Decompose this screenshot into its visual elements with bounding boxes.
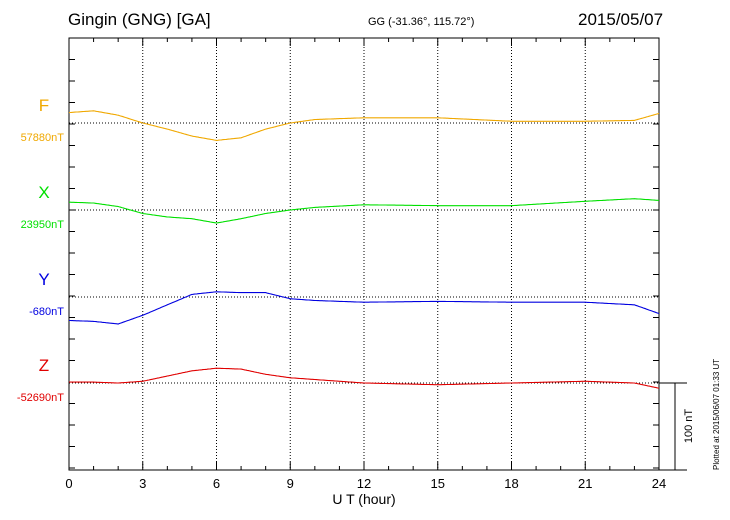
baseline-value-x: 23950nT: [21, 219, 65, 231]
series-line-f: [68, 110, 660, 141]
x-tick-label: 18: [504, 476, 518, 491]
series-line-x: [69, 198, 660, 224]
series-line-z: [69, 367, 660, 389]
x-tick-label: 21: [578, 476, 592, 491]
component-label-z: Z: [39, 356, 49, 375]
x-tick-label: 3: [139, 476, 146, 491]
x-axis-label: U T (hour): [332, 491, 395, 507]
baseline-value-y: -680nT: [29, 306, 64, 318]
component-label-f: F: [39, 96, 49, 115]
x-tick-label: 6: [213, 476, 220, 491]
baseline-value-z: -52690nT: [17, 392, 64, 404]
x-tick-label: 15: [431, 476, 445, 491]
station-title: Gingin (GNG) [GA]: [68, 10, 211, 29]
x-tick-label: 12: [357, 476, 371, 491]
baseline-value-f: 57880nT: [21, 132, 65, 144]
series-line-y: [69, 291, 660, 325]
component-label-y: Y: [38, 270, 49, 289]
x-tick-label: 0: [65, 476, 72, 491]
x-tick-label: 9: [287, 476, 294, 491]
scale-bar-label: 100 nT: [683, 409, 695, 444]
plot-date: 2015/05/07: [578, 10, 664, 29]
x-tick-label: 24: [652, 476, 666, 491]
station-coordinates: GG (-31.36°, 115.72°): [368, 16, 475, 28]
component-label-x: X: [38, 183, 49, 202]
